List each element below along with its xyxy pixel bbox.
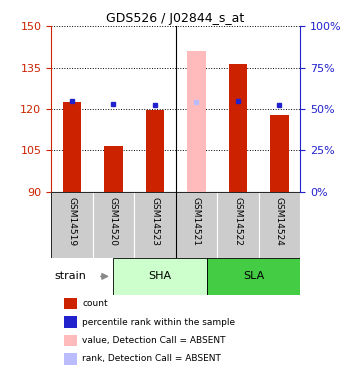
Bar	[63, 316, 77, 328]
Bar	[93, 192, 134, 258]
Text: GSM14521: GSM14521	[192, 197, 201, 246]
Bar	[187, 51, 206, 192]
Bar	[113, 258, 207, 295]
Text: rank, Detection Call = ABSENT: rank, Detection Call = ABSENT	[82, 354, 221, 363]
Text: GSM14519: GSM14519	[68, 197, 76, 246]
Bar	[62, 102, 81, 192]
Bar	[104, 146, 123, 192]
Text: percentile rank within the sample: percentile rank within the sample	[82, 318, 235, 327]
Text: GSM14520: GSM14520	[109, 197, 118, 246]
Bar	[207, 258, 300, 295]
Bar	[134, 192, 176, 258]
Bar	[63, 353, 77, 364]
Text: strain: strain	[54, 272, 86, 281]
Bar	[63, 335, 77, 346]
Text: GSM14522: GSM14522	[233, 197, 242, 246]
Bar	[228, 63, 247, 192]
Bar	[51, 192, 93, 258]
Bar	[217, 192, 258, 258]
Text: SHA: SHA	[148, 272, 172, 281]
Bar	[176, 192, 217, 258]
Text: count: count	[82, 299, 108, 308]
Text: value, Detection Call = ABSENT: value, Detection Call = ABSENT	[82, 336, 226, 345]
Bar	[63, 297, 77, 309]
Bar	[258, 192, 300, 258]
Text: SLA: SLA	[243, 272, 264, 281]
Text: GSM14524: GSM14524	[275, 197, 284, 246]
Bar	[270, 115, 289, 192]
Text: GSM14523: GSM14523	[150, 197, 159, 246]
Bar	[146, 111, 164, 192]
Title: GDS526 / J02844_s_at: GDS526 / J02844_s_at	[106, 12, 245, 25]
